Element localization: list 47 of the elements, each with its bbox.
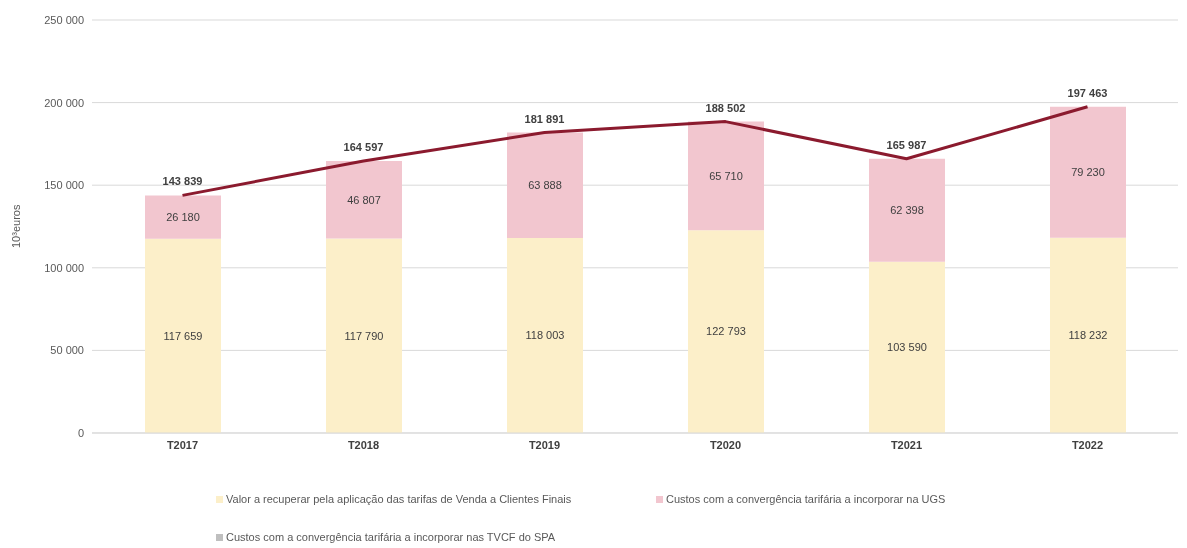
y-tick-label: 150 000: [44, 179, 84, 192]
data-label: 103 590: [887, 341, 927, 354]
bar: [1050, 106, 1126, 238]
y-tick-label: 200 000: [44, 96, 84, 109]
bar: [688, 230, 764, 433]
bar: [688, 121, 764, 231]
x-tick-label: T2019: [528, 438, 561, 451]
data-label: 197 463: [1067, 86, 1108, 99]
data-label: 122 793: [706, 325, 746, 338]
data-label: 188 502: [705, 101, 746, 114]
data-label: 118 232: [1068, 329, 1108, 342]
data-label: 181 891: [524, 112, 565, 125]
data-label: 46 807: [347, 193, 381, 206]
legend-label: Valor a recuperar pela aplicação das tarifas de Venda a Clientes Finais: [226, 493, 572, 505]
data-label: 63 888: [528, 179, 562, 192]
bar: [869, 158, 945, 262]
bar: [869, 261, 945, 433]
line-series: [181, 105, 1089, 197]
data-label: 164 597: [343, 141, 384, 154]
x-tick-label: T2022: [1071, 438, 1104, 451]
x-tick-label: T2017: [166, 438, 199, 451]
x-tick-label: T2020: [709, 438, 742, 451]
y-tick-label: 250 000: [44, 13, 84, 26]
bar: [326, 161, 402, 239]
y-axis-title: 10³euros: [10, 204, 22, 248]
bar: [507, 132, 583, 239]
bar: [145, 195, 221, 239]
bar: [145, 238, 221, 433]
legend-label: Custos com a convergência tarifária a incorporar nas TVCF do SPA: [226, 531, 556, 543]
data-label: 65 710: [709, 169, 743, 182]
data-label: 117 659: [163, 329, 203, 342]
y-tick-label: 50 000: [50, 344, 84, 357]
data-label: 117 790: [344, 329, 384, 342]
bar: [1050, 237, 1126, 433]
y-tick-label: 0: [77, 426, 84, 439]
data-label: 165 987: [886, 138, 927, 151]
data-label: 79 230: [1071, 166, 1105, 179]
bar: [507, 238, 583, 433]
data-label: 62 398: [890, 204, 924, 217]
legend-label: Custos com a convergência tarifária a incorporar na UGS: [666, 493, 946, 505]
x-tick-label: T2021: [890, 438, 923, 451]
data-label: 118 003: [525, 329, 565, 342]
data-label: 26 180: [166, 210, 200, 223]
y-tick-label: 100 000: [44, 261, 84, 274]
data-label: 143 839: [162, 175, 203, 188]
bar: [326, 238, 402, 433]
x-tick-label: T2018: [347, 438, 380, 451]
